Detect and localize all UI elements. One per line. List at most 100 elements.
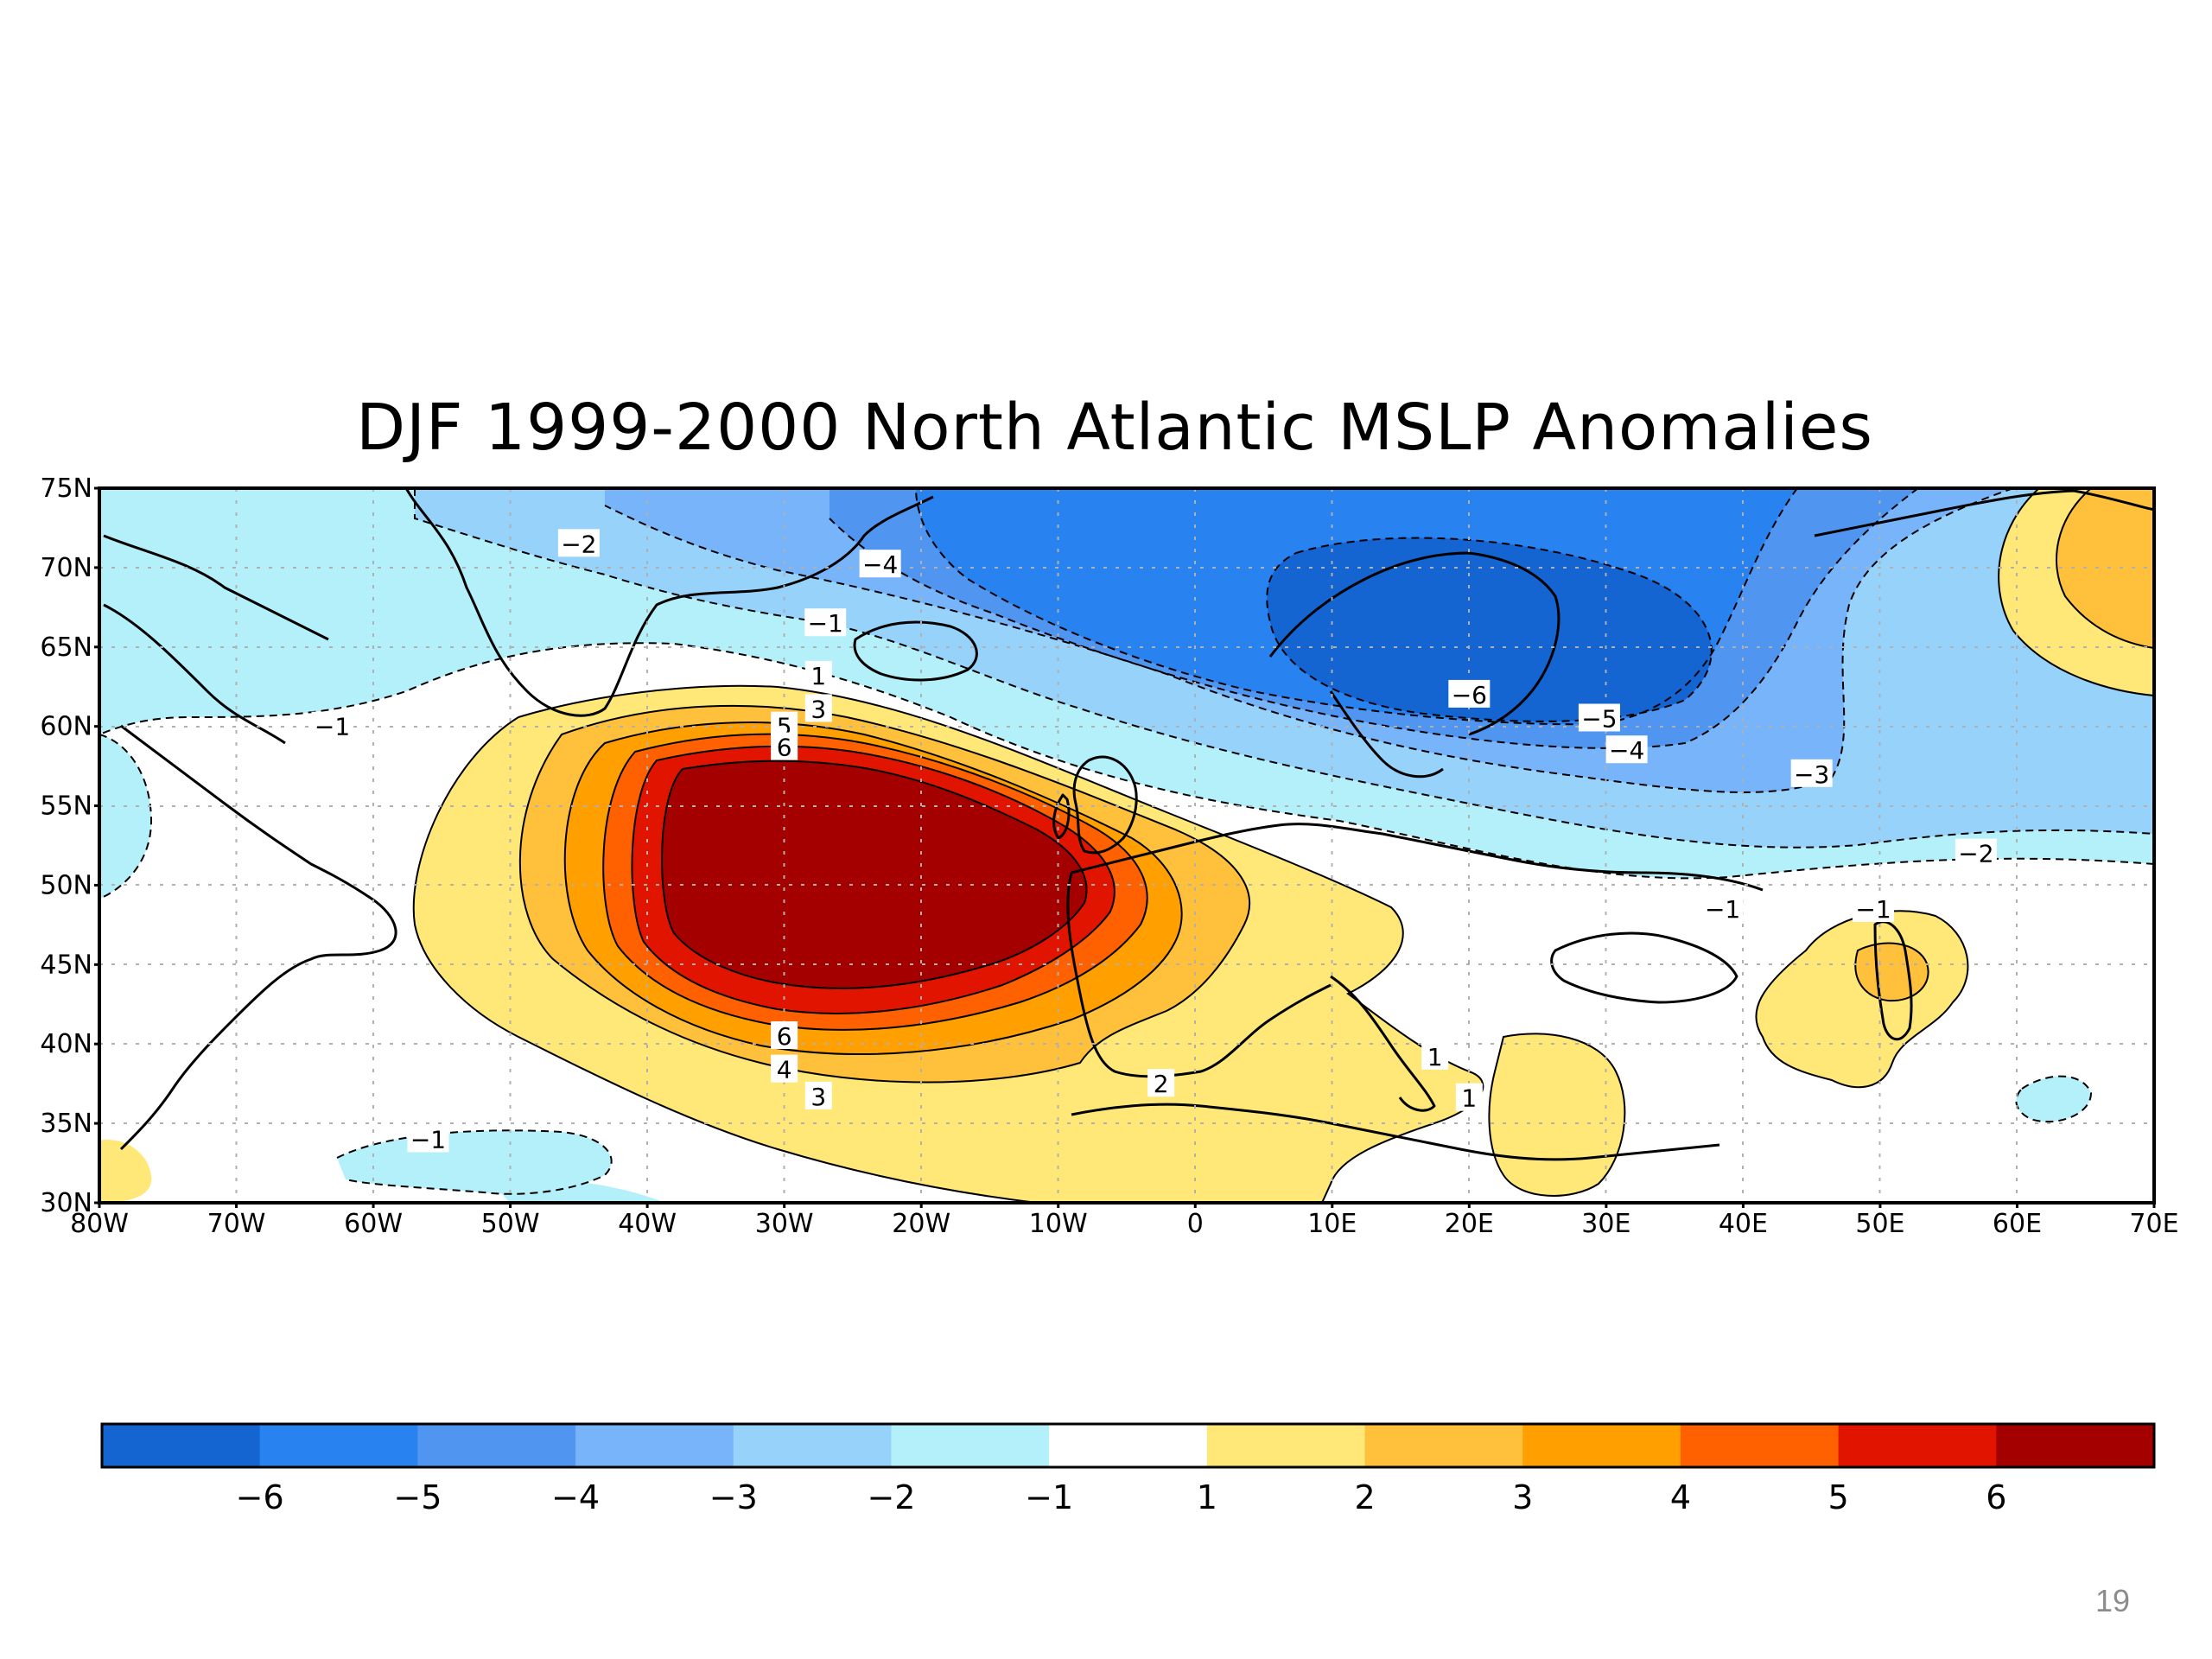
contour-label: 6 [771, 1021, 798, 1051]
lon-tick-label: 0 [1187, 1209, 1204, 1239]
contour-label-text: −4 [862, 550, 898, 579]
contour-label-text: −1 [1855, 895, 1891, 924]
contour-label-text: −4 [1609, 736, 1644, 765]
contour-label-box [1790, 759, 1833, 787]
contour-label: −5 [1578, 703, 1620, 733]
anomaly-patch-aegean [1489, 1033, 1625, 1196]
colorbar-swatch [1364, 1424, 1523, 1467]
colorbar-tick-label: 4 [1670, 1478, 1691, 1516]
lat-tick-label: 55N [40, 791, 92, 822]
colorbar-tick-label: −6 [236, 1478, 284, 1516]
contour-label-box [1421, 1041, 1449, 1070]
anomaly-patch-neg-se [2016, 1076, 2091, 1122]
colorbar-tick-label: 2 [1354, 1478, 1375, 1516]
contour-label-text: −1 [808, 609, 843, 638]
colorbar-tick-label: 5 [1828, 1478, 1849, 1516]
contour-label-box [1578, 703, 1620, 732]
contour-label: −4 [859, 550, 901, 579]
contour-label-text: 4 [777, 1056, 792, 1084]
contour-label-box [804, 1081, 832, 1109]
contour-label: −1 [1701, 894, 1744, 924]
contour-label: −2 [1955, 838, 1997, 868]
contour-label-text: −1 [315, 713, 350, 741]
colorbar-swatch [1206, 1424, 1366, 1467]
coast-black-sea [1550, 931, 1738, 1004]
colorbar-tick-label: −2 [867, 1478, 915, 1516]
lon-tick-labels: 80W 70W 60W 50W 40W 30W 20W 10W 0 10E 20E 30E 40E 50E… [70, 1203, 2179, 1239]
contour-label-box [1853, 894, 1895, 923]
lat-tick-label: 50N [40, 870, 92, 900]
colorbar-swatch [259, 1424, 418, 1467]
coast-iceland [853, 620, 978, 682]
contour-label: 3 [804, 694, 832, 723]
contour-label-text: −6 [1452, 681, 1487, 709]
contour-label-box [1605, 735, 1648, 764]
contour-label: −4 [1605, 735, 1648, 765]
lat-tick-label: 70N [40, 553, 92, 583]
contour-label: −6 [1448, 679, 1491, 709]
colorbar-tick-label: 6 [1986, 1478, 2006, 1516]
contour-label-text: −2 [1958, 840, 1993, 868]
lat-tick-label: 75N [40, 474, 92, 504]
coast-scandinavia [1268, 551, 1560, 779]
contour-label: 1 [804, 660, 832, 690]
lon-tick-label: 10E [1307, 1209, 1357, 1239]
contour-label: −1 [804, 608, 847, 638]
anomaly-band-neg6 [1267, 537, 1712, 721]
lon-tick-label: 30E [1581, 1209, 1630, 1239]
map-frame [98, 486, 2156, 1205]
anomaly-patch-neg-w [99, 734, 151, 899]
colorbar-tick-label: −5 [393, 1478, 442, 1516]
contour-label: −3 [1790, 759, 1833, 789]
coast-british-isles [1052, 755, 1138, 855]
colorbar-swatch [733, 1424, 892, 1467]
colorbar-swatch [575, 1424, 734, 1467]
contour-label: −2 [557, 529, 600, 558]
contour-label-text: 3 [810, 695, 826, 723]
contour-label-text: −3 [1794, 760, 1829, 789]
anomaly-patch-ne-2 [2056, 488, 2154, 648]
lon-tick-label: 70W [207, 1209, 266, 1239]
contour-label: 3 [804, 1081, 832, 1111]
lon-tick-label: 80W [70, 1209, 129, 1239]
colorbar-swatch [1838, 1424, 1997, 1467]
contour-label-text: 2 [1154, 1070, 1169, 1098]
contour-label-text: 6 [777, 1022, 792, 1051]
coastlines [103, 488, 2154, 1161]
lon-tick-label: 20W [892, 1209, 950, 1239]
colorbar-swatch [102, 1424, 261, 1467]
anomaly-band-pos6 [662, 760, 1087, 988]
contour-label: −1 [407, 1124, 449, 1154]
colorbar-swatch [1049, 1424, 1208, 1467]
lon-tick-label: 70E [2129, 1209, 2178, 1239]
lon-tick-label: 60W [344, 1209, 403, 1239]
colorbar-tick-label: −1 [1025, 1478, 1073, 1516]
contour-label-box [1448, 679, 1491, 708]
contour-lines-negative [99, 488, 2154, 1195]
coast-canada [103, 534, 397, 1151]
contour-label-box [1701, 894, 1744, 923]
lon-tick-label: 50E [1855, 1209, 1904, 1239]
contour-label: 4 [771, 1054, 798, 1084]
coast-italy [1330, 975, 1436, 1112]
colorbar-swatch [1522, 1424, 1681, 1467]
contour-label-box [771, 1021, 798, 1050]
contour-label-box [557, 529, 600, 557]
lat-tick-labels: 30N 35N 40N 45N 50N 55N 60N 65N 70N 75N [40, 474, 99, 1218]
contour-label: −1 [1853, 894, 1895, 924]
lon-tick-label: 30W [755, 1209, 814, 1239]
lon-tick-label: 50W [481, 1209, 540, 1239]
contour-label-text: −5 [1581, 704, 1617, 733]
lon-tick-label: 10W [1029, 1209, 1088, 1239]
contour-label-text: 6 [777, 734, 792, 762]
lat-tick-label: 65N [40, 632, 92, 663]
colorbar-frame [100, 1422, 2156, 1469]
contour-label-box [407, 1124, 449, 1153]
contour-label-text: −1 [410, 1125, 446, 1154]
colorbar-tick-label: −3 [709, 1478, 758, 1516]
lat-tick-label: 35N [40, 1109, 92, 1139]
contour-lines [412, 488, 2154, 1203]
